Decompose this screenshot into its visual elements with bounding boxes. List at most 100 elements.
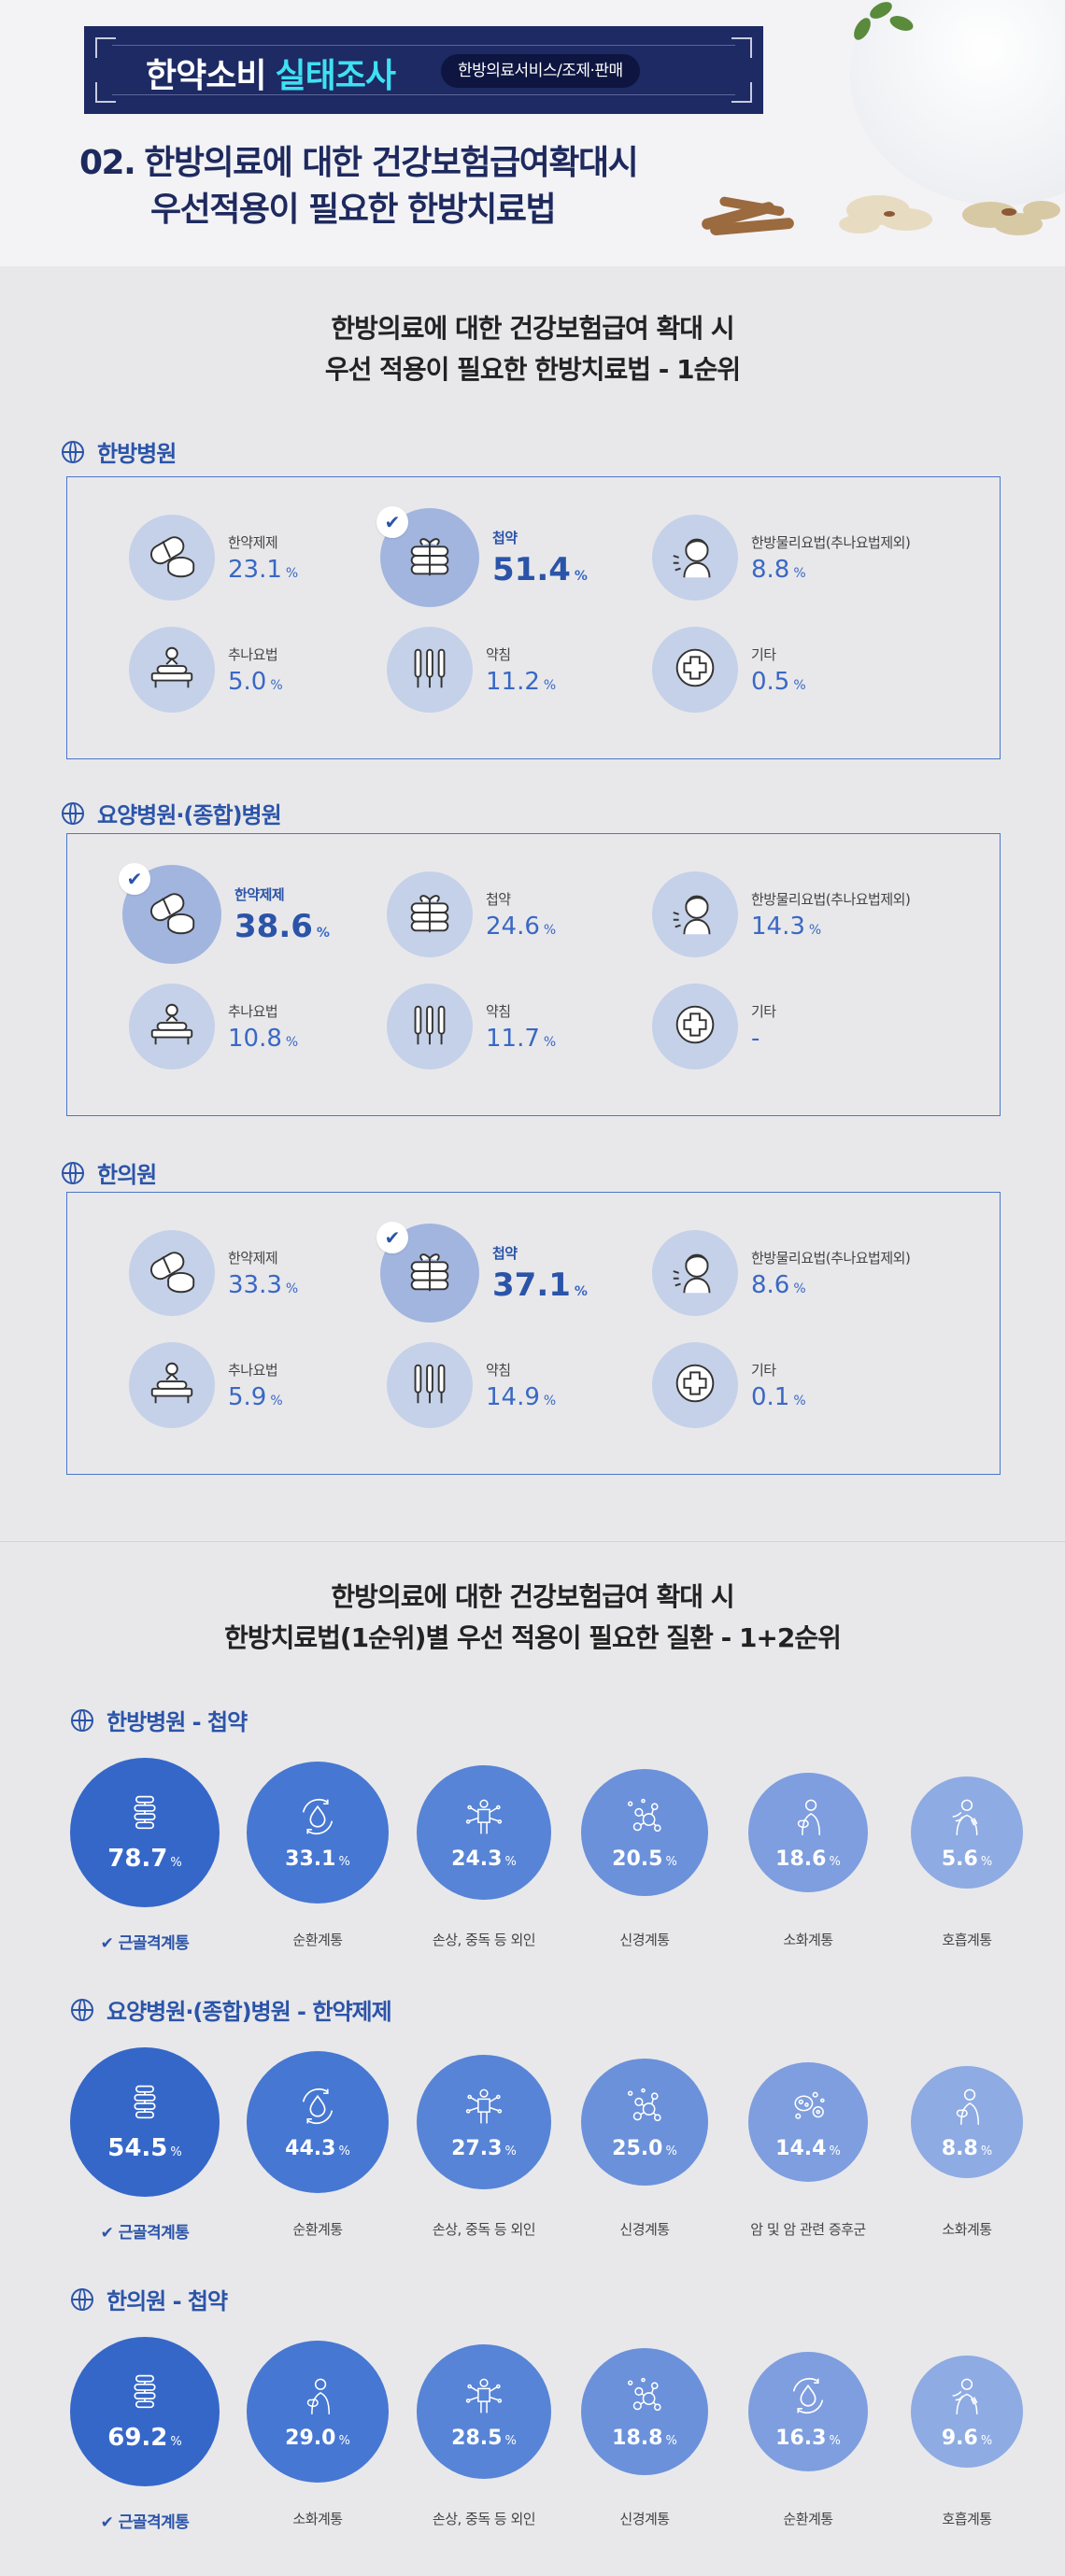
neuron-icon: [623, 1795, 666, 1847]
disease-bubble: 25.0%: [581, 2059, 708, 2186]
treatment-item: 한방물리요법(추나요법제외) 14.3%: [652, 871, 911, 957]
disease-bubble: 8.8%: [911, 2066, 1023, 2178]
treatment-value: 38.6%: [234, 907, 330, 945]
disease-bubble: 18.8%: [581, 2348, 708, 2475]
disease-value: 8.8%: [941, 2136, 993, 2160]
circulation-icon: [787, 2374, 830, 2427]
category-name: 요양병원·(종합)병원: [97, 802, 282, 828]
globe-icon: [62, 1161, 84, 1184]
disease-value: 18.8%: [612, 2426, 677, 2450]
treatment-item: 기타 0.5%: [652, 627, 806, 713]
circulation-icon: [296, 1795, 339, 1847]
disease-label: 순환계통: [292, 1932, 343, 1948]
treatment-label: 약침: [486, 1002, 511, 1020]
treatment-box: 한약제제 23.1% ✔ 첩약 51.4% 한방물리요법(추나요법제외) 8.8% 추나요법 5…: [66, 476, 1001, 759]
disease-value: 9.6%: [941, 2426, 993, 2450]
disease-bubble: 78.7%: [70, 1758, 220, 1907]
respiration-icon: [945, 1795, 988, 1847]
herbal-packet-icon: [403, 1244, 457, 1302]
disease-label: 손상, 중독 등 외인: [432, 2221, 536, 2238]
herbal-packet-icon: [403, 529, 457, 587]
treatment-item: 약침 14.9%: [387, 1342, 556, 1428]
treatment-label: 한약제제: [228, 1249, 278, 1267]
treatment-box: 한약제제 33.3% ✔ 첩약 37.1% 한방물리요법(추나요법제외) 8.6% 추나요법 5…: [66, 1192, 1001, 1475]
treatment-item: ✔ 첩약 51.4%: [376, 506, 588, 607]
treatment-icon-circle: [129, 627, 215, 713]
circulation-icon: [296, 2085, 339, 2137]
treatment-label: 한약제제: [228, 533, 278, 551]
treatment-item: 한약제제 23.1%: [129, 515, 298, 601]
treatment-label: 첩약: [492, 1244, 518, 1262]
category-label: 요양병원·(종합)병원 - 한약제제: [71, 1993, 392, 2026]
disease-label: 손상, 중독 등 외인: [432, 2511, 536, 2527]
doctor-image: [813, 0, 1065, 205]
treatment-value: 0.1%: [751, 1382, 806, 1411]
disease-label: 호흡계통: [942, 1932, 992, 1948]
pills-icon: [145, 529, 199, 587]
disease-bubble: 69.2%: [70, 2337, 220, 2486]
disease-label: 소화계통: [292, 2511, 343, 2527]
treatment-icon-circle: [129, 515, 215, 601]
treatment-value: 11.2%: [486, 667, 557, 696]
digestion-icon: [787, 1795, 830, 1847]
treatment-value: 8.6%: [751, 1270, 806, 1299]
treatment-value: 24.6%: [486, 912, 557, 941]
acupuncture-icon: [403, 641, 457, 699]
treatment-value: 14.9%: [486, 1382, 557, 1411]
disease-value: 44.3%: [285, 2136, 350, 2160]
pills-icon: [145, 1244, 199, 1302]
disease-value: 5.6%: [941, 1847, 993, 1871]
disease-bubble: 16.3%: [748, 2352, 868, 2471]
disease-label: 호흡계통: [942, 2511, 992, 2527]
plus-icon: [668, 641, 722, 699]
disease-label: 소화계통: [783, 1932, 833, 1948]
category-name: 한방병원 - 첩약: [106, 1709, 248, 1735]
disease-bubble: 33.1%: [247, 1762, 389, 1904]
treatment-icon-circle: [652, 627, 738, 713]
category-label: 요양병원·(종합)병원: [62, 797, 282, 829]
disease-value: 29.0%: [285, 2426, 350, 2450]
neuron-icon: [623, 2374, 666, 2427]
treatment-value: 37.1%: [492, 1266, 588, 1304]
treatment-box: ✔ 한약제제 38.6% 첩약 24.6% 한방물리요법(추나요법제외) 14.3% 추나요법…: [66, 833, 1001, 1116]
treatment-item: 추나요법 10.8%: [129, 984, 298, 1069]
disease-label: ✔ 근골격계통: [100, 1934, 190, 1953]
treatment-label: 기타: [751, 645, 776, 663]
disease-value: 25.0%: [612, 2136, 677, 2160]
treatment-item: 한방물리요법(추나요법제외) 8.6%: [652, 1230, 911, 1316]
treatment-label: 약침: [486, 1361, 511, 1379]
treatment-icon-circle: ✔: [376, 1222, 479, 1323]
treatment-value: 0.5%: [751, 667, 806, 696]
check-icon: ✔: [376, 506, 408, 538]
treatment-icon-circle: [652, 515, 738, 601]
disease-bubble: 9.6%: [911, 2356, 1023, 2468]
disease-value: 78.7%: [107, 1845, 182, 1873]
treatment-label: 한방물리요법(추나요법제외): [751, 890, 911, 908]
digestion-icon: [296, 2374, 339, 2427]
herbal-packet-icon: [403, 885, 457, 943]
check-icon: ✔: [100, 2513, 119, 2532]
disease-value: 18.6%: [775, 1847, 841, 1871]
category-name: 한방병원: [97, 441, 177, 467]
treatment-label: 첩약: [492, 529, 518, 546]
treatment-label: 첩약: [486, 890, 511, 908]
treatment-value: 5.0%: [228, 667, 283, 696]
disease-label: 손상, 중독 등 외인: [432, 1932, 536, 1948]
herbs-image: [702, 195, 1060, 235]
globe-icon: [71, 1708, 93, 1732]
disease-bubble: 5.6%: [911, 1776, 1023, 1889]
globe-icon: [62, 801, 84, 825]
treatment-item: ✔ 첩약 37.1%: [376, 1222, 588, 1323]
check-icon: ✔: [119, 863, 150, 895]
disease-bubble: 20.5%: [581, 1769, 708, 1896]
disease-label: 신경계통: [619, 2221, 670, 2238]
treatment-label: 한방물리요법(추나요법제외): [751, 1249, 911, 1267]
globe-icon: [62, 440, 84, 463]
treatment-value: 10.8%: [228, 1024, 299, 1053]
treatment-label: 기타: [751, 1361, 776, 1379]
category-name: 요양병원·(종합)병원 - 한약제제: [106, 1999, 392, 2025]
disease-value: 16.3%: [775, 2426, 841, 2450]
physiotherapy-icon: [668, 529, 722, 587]
treatment-value: -: [751, 1024, 760, 1053]
treatment-value: 8.8%: [751, 555, 806, 584]
